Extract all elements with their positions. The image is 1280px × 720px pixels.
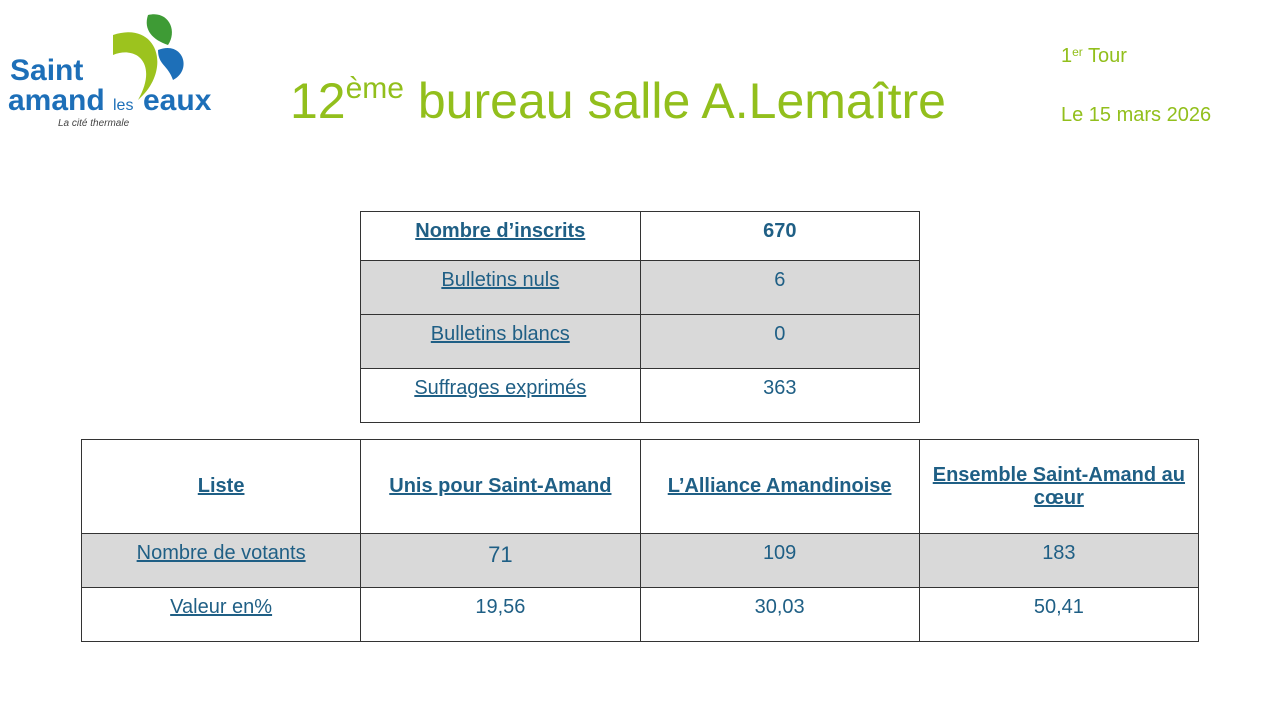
title-number: 12 [290,73,346,129]
row-label[interactable]: Valeur en% [80,587,362,642]
summary-value: 0 [639,314,921,369]
summary-label[interactable]: Nombre d’inscrits [360,211,641,261]
tour-text: Tour [1082,45,1127,67]
cell: 50,41 [918,587,1200,642]
summary-value: 670 [639,211,921,261]
header-cell[interactable]: Liste [80,439,362,534]
title-sup: ème [345,72,404,105]
page-title: 12ème bureau salle A.Lemaître [290,72,946,130]
round-label: 1er Tour [1061,45,1127,68]
title-text: bureau salle A.Lemaître [403,73,946,129]
header-cell[interactable]: Ensemble Saint-Amand au cœur [918,439,1200,534]
svg-text:les: les [113,97,133,114]
svg-text:La cité thermale: La cité thermale [58,118,130,129]
cell: 30,03 [639,587,920,642]
results-table: Liste Unis pour Saint-Amand L’Alliance A… [80,439,1200,642]
table-row: Bulletins nuls 6 [360,260,921,315]
summary-value: 363 [639,368,921,423]
election-date: Le 15 mars 2026 [1061,104,1212,126]
summary-value: 6 [639,260,921,315]
svg-text:amand: amand [8,84,105,117]
table-row: Suffrages exprimés 363 [360,368,921,423]
table-row: Nombre de votants 71 109 183 [80,533,1200,588]
table-header-row: Liste Unis pour Saint-Amand L’Alliance A… [80,439,1200,534]
cell: 19,56 [360,587,641,642]
table-row: Nombre d’inscrits 670 [360,211,921,261]
cell: 71 [360,533,641,588]
summary-table: Nombre d’inscrits 670 Bulletins nuls 6 Bul… [360,211,921,423]
summary-label[interactable]: Bulletins nuls [360,260,641,315]
cell: 183 [918,533,1200,588]
cell: 109 [639,533,920,588]
tour-number: 1 [1061,45,1073,67]
svg-text:eaux: eaux [143,84,212,117]
header-cell[interactable]: L’Alliance Amandinoise [639,439,920,534]
header-cell[interactable]: Unis pour Saint-Amand [360,439,641,534]
table-row: Valeur en% 19,56 30,03 50,41 [80,587,1200,642]
saint-amand-les-eaux-logo: Saint amand les eaux La cité thermale [8,14,212,129]
summary-label[interactable]: Suffrages exprimés [360,368,641,423]
svg-text:Saint: Saint [10,54,83,87]
summary-label[interactable]: Bulletins blancs [360,314,641,369]
table-row: Bulletins blancs 0 [360,314,921,369]
tour-sup: er [1072,45,1083,59]
row-label[interactable]: Nombre de votants [80,533,362,588]
